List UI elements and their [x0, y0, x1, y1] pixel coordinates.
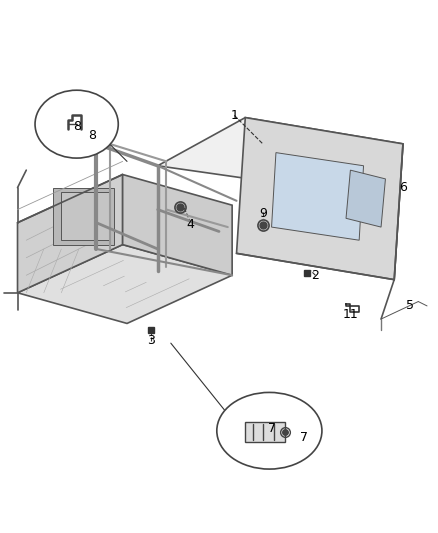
Text: 7: 7	[268, 422, 276, 435]
Text: 3: 3	[147, 335, 155, 348]
Text: 6: 6	[399, 181, 407, 194]
Text: 9: 9	[259, 207, 267, 221]
Text: 8: 8	[88, 128, 96, 142]
Polygon shape	[18, 174, 123, 293]
Text: 2: 2	[311, 269, 319, 282]
Polygon shape	[333, 144, 403, 280]
Text: 7: 7	[300, 431, 308, 444]
Text: 1: 1	[230, 109, 238, 122]
Polygon shape	[158, 118, 403, 192]
Text: 8: 8	[73, 120, 81, 133]
Polygon shape	[346, 170, 385, 227]
Ellipse shape	[35, 90, 118, 158]
Text: 5: 5	[406, 300, 413, 312]
Polygon shape	[272, 152, 364, 240]
Polygon shape	[18, 245, 232, 324]
Text: 4: 4	[187, 219, 194, 231]
Polygon shape	[237, 118, 403, 280]
Polygon shape	[53, 188, 114, 245]
Polygon shape	[123, 174, 232, 275]
Text: 11: 11	[343, 308, 358, 321]
FancyBboxPatch shape	[245, 422, 285, 442]
Ellipse shape	[217, 392, 322, 469]
Polygon shape	[61, 192, 110, 240]
